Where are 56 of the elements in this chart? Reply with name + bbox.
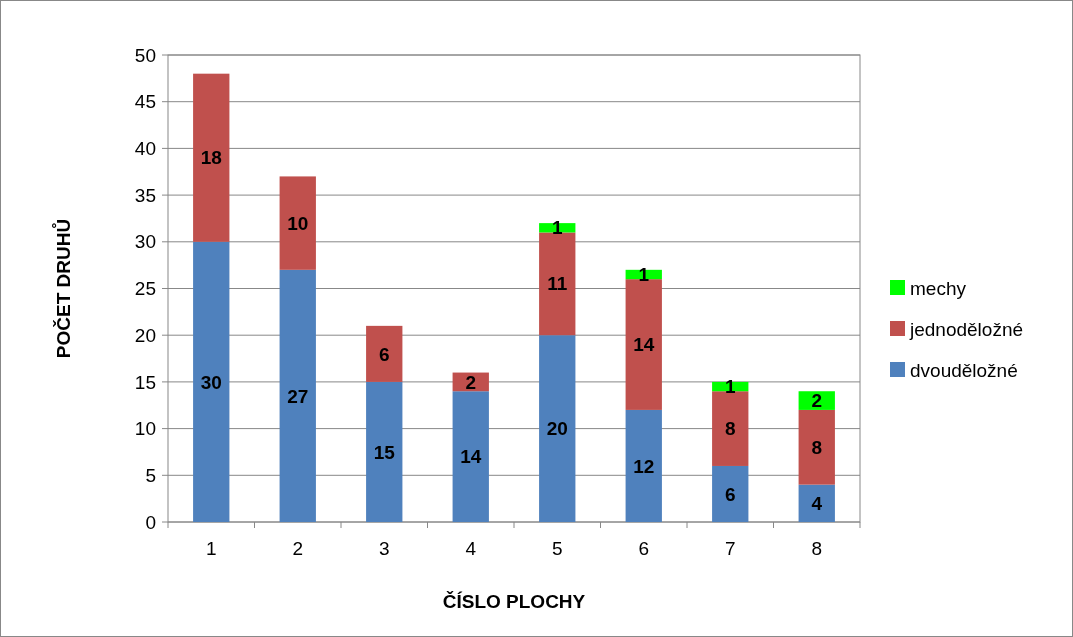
bar	[625, 409, 662, 522]
bar	[798, 409, 835, 485]
bar	[712, 465, 749, 522]
data-label: 2	[465, 371, 477, 393]
x-tick-label: 5	[551, 538, 563, 559]
bar	[279, 176, 316, 270]
data-label: 14	[633, 334, 655, 356]
data-label: 6	[724, 483, 736, 505]
bar	[625, 279, 662, 410]
data-label: 10	[287, 212, 309, 234]
x-tick-label: 7	[724, 538, 736, 559]
bar	[539, 232, 576, 336]
legend-label: dvouděložné	[910, 359, 1018, 381]
data-label: 11	[547, 273, 568, 295]
bar	[539, 335, 576, 522]
bar	[366, 325, 403, 382]
x-tick-label: 2	[292, 538, 304, 559]
data-label: 20	[546, 418, 568, 440]
y-tick-label: 5	[145, 464, 156, 486]
y-tick-label: 45	[134, 91, 156, 113]
bar	[279, 269, 316, 522]
data-label: 15	[373, 441, 396, 463]
data-label: 2	[811, 390, 823, 412]
bar	[452, 391, 489, 522]
x-tick-label: 1	[205, 538, 217, 559]
y-axis-title: POČET DRUHŮ	[52, 218, 74, 359]
y-tick-label: 35	[134, 184, 156, 206]
data-label: 6	[378, 343, 390, 365]
x-tick-label: 4	[465, 538, 477, 559]
data-label: 12	[633, 455, 655, 477]
data-label: 4	[811, 492, 823, 514]
bar	[366, 381, 403, 522]
y-tick-label: 40	[134, 138, 156, 160]
x-axis-title: ČÍSLO PLOCHY	[442, 591, 586, 612]
data-label: 18	[200, 147, 222, 169]
y-tick-label: 30	[134, 231, 156, 253]
y-tick-label: 50	[134, 44, 156, 66]
bar	[193, 73, 230, 242]
data-label: 8	[811, 436, 823, 458]
y-tick-label: 0	[145, 511, 156, 533]
x-tick-label: 6	[638, 538, 650, 559]
x-tick-label: 3	[378, 538, 390, 559]
y-tick-label: 15	[134, 371, 156, 393]
y-tick-label: 20	[134, 324, 156, 346]
data-label: 30	[200, 371, 222, 393]
bar	[798, 484, 835, 522]
data-label: 14	[460, 446, 482, 468]
bar	[193, 241, 230, 522]
legend-label: jednoděložné	[909, 318, 1024, 340]
y-tick-label: 25	[134, 278, 156, 300]
data-label: 8	[724, 418, 736, 440]
legend-label: mechy	[910, 277, 967, 299]
bar	[712, 391, 749, 466]
data-label: 27	[287, 385, 309, 407]
y-tick-label: 10	[134, 418, 156, 440]
x-tick-label: 8	[811, 538, 823, 559]
